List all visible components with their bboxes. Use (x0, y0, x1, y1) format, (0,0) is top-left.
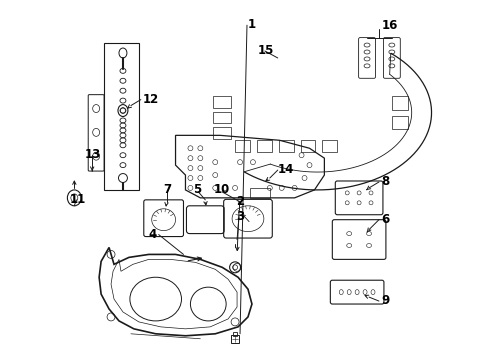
Text: 8: 8 (381, 175, 389, 188)
Bar (279, 140, 294, 152)
Text: 10: 10 (213, 183, 229, 196)
Text: 3: 3 (236, 210, 244, 223)
Bar (213, 96, 231, 108)
Bar (322, 140, 337, 152)
Text: 11: 11 (70, 193, 86, 206)
Bar (257, 140, 272, 152)
Text: 6: 6 (381, 213, 389, 226)
Bar (250, 188, 270, 198)
Bar (235, 140, 250, 152)
Text: 14: 14 (278, 163, 294, 176)
Text: 13: 13 (84, 148, 100, 161)
Text: 16: 16 (382, 19, 398, 32)
Bar (213, 127, 231, 139)
Bar (392, 116, 408, 129)
Bar (300, 140, 316, 152)
Bar (213, 112, 231, 123)
Bar (104, 43, 139, 190)
Bar (231, 335, 239, 343)
Text: 1: 1 (248, 18, 256, 31)
Text: 5: 5 (194, 183, 202, 196)
Bar (233, 332, 237, 336)
Text: 4: 4 (149, 228, 157, 240)
Bar (392, 96, 408, 109)
Text: 7: 7 (164, 183, 172, 196)
Text: 2: 2 (236, 195, 244, 208)
Text: 15: 15 (258, 44, 274, 57)
Text: 9: 9 (381, 294, 389, 307)
Text: 12: 12 (143, 93, 159, 106)
